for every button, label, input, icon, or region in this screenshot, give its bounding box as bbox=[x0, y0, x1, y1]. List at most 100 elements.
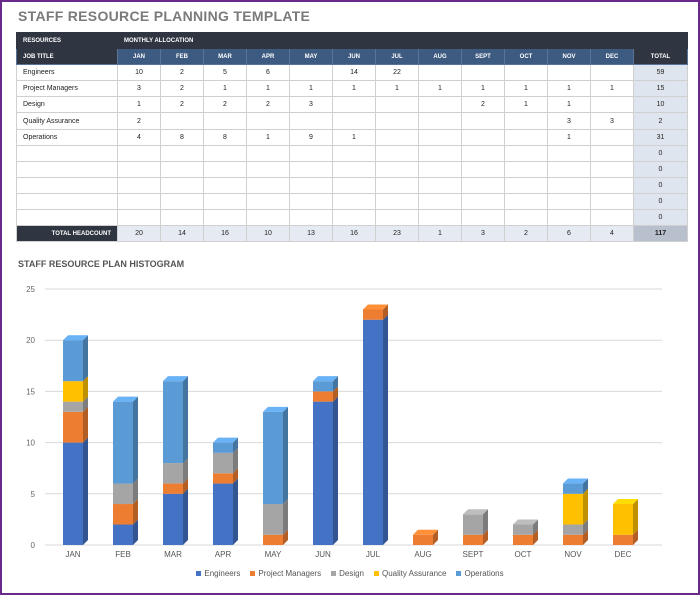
x-tick-label: NOV bbox=[564, 550, 582, 559]
bar-side bbox=[333, 386, 338, 402]
row-total-cell[interactable]: 31 bbox=[633, 128, 688, 146]
bar-segment bbox=[563, 493, 583, 525]
y-tick-label: 0 bbox=[31, 541, 36, 550]
y-tick-label: 10 bbox=[26, 439, 35, 448]
month-header[interactable]: APR bbox=[246, 48, 290, 66]
headcount-cell[interactable]: 20 bbox=[117, 225, 161, 243]
bar-side bbox=[233, 478, 238, 545]
month-header[interactable]: JAN bbox=[117, 48, 161, 66]
bar-top bbox=[63, 335, 88, 341]
grand-total-cell[interactable]: 117 bbox=[633, 225, 688, 243]
bar-side bbox=[83, 335, 88, 382]
bar-top bbox=[613, 499, 638, 505]
bar-side bbox=[283, 529, 288, 545]
bar-side bbox=[433, 529, 438, 545]
total-headcount-row: TOTAL HEADCOUNT 20 14 16 10 13 16 23 1 3 2 6 4 117 bbox=[16, 225, 688, 243]
row-total-cell[interactable]: 0 bbox=[633, 176, 688, 194]
bar-side bbox=[83, 437, 88, 545]
row-total-cell[interactable]: 0 bbox=[633, 160, 688, 178]
bar-segment bbox=[113, 504, 133, 525]
chart-legend: Engineers Project Managers Design Quality A… bbox=[0, 569, 700, 578]
bar-segment bbox=[213, 473, 233, 484]
bar-side bbox=[283, 499, 288, 535]
bar-top bbox=[563, 478, 588, 484]
headcount-cell[interactable]: 14 bbox=[160, 225, 204, 243]
row-total-cell[interactable]: 2 bbox=[633, 112, 688, 130]
bar-side bbox=[233, 468, 238, 484]
legend-label: Operations bbox=[464, 569, 504, 578]
y-tick-label: 25 bbox=[26, 285, 35, 294]
bar-segment bbox=[63, 381, 83, 402]
x-tick-label: FEB bbox=[115, 550, 131, 559]
chart-title: STAFF RESOURCE PLAN HISTOGRAM bbox=[18, 259, 185, 269]
bar-top bbox=[163, 376, 188, 382]
legend-label: Quality Assurance bbox=[382, 569, 447, 578]
month-header[interactable]: JUN bbox=[332, 48, 376, 66]
headcount-cell[interactable]: 4 bbox=[590, 225, 634, 243]
bar-side bbox=[133, 499, 138, 525]
month-header[interactable]: NOV bbox=[547, 48, 591, 66]
headcount-cell[interactable]: 23 bbox=[375, 225, 419, 243]
bar-side bbox=[633, 529, 638, 545]
legend-swatch bbox=[374, 571, 379, 577]
headcount-cell[interactable]: 2 bbox=[504, 225, 548, 243]
bar-side bbox=[533, 529, 538, 545]
bar-side bbox=[83, 396, 88, 412]
bar-segment bbox=[63, 442, 83, 545]
bar-segment bbox=[113, 401, 133, 484]
bar-side bbox=[283, 406, 288, 505]
table-row: Operations 4 8 8 1 9 1 1 31 bbox=[16, 128, 688, 146]
job-title-header[interactable]: JOB TITLE bbox=[16, 48, 118, 66]
bar-segment bbox=[213, 452, 233, 474]
month-header[interactable]: MAY bbox=[289, 48, 333, 66]
bar-side bbox=[183, 458, 188, 484]
headcount-cell[interactable]: 13 bbox=[289, 225, 333, 243]
bar-side bbox=[583, 519, 588, 535]
legend-item: Design bbox=[331, 569, 364, 578]
bar-segment bbox=[313, 381, 333, 392]
headcount-cell[interactable]: 16 bbox=[203, 225, 247, 243]
bar-segment bbox=[363, 309, 383, 320]
bar-top bbox=[313, 376, 338, 382]
bar-segment bbox=[213, 442, 233, 453]
page-title: STAFF RESOURCE PLANNING TEMPLATE bbox=[18, 8, 311, 24]
bar-segment bbox=[163, 463, 183, 484]
legend-label: Design bbox=[339, 569, 364, 578]
row-total-cell[interactable]: 15 bbox=[633, 80, 688, 98]
bar-segment bbox=[263, 504, 283, 535]
bar-segment bbox=[63, 401, 83, 412]
bar-side bbox=[383, 314, 388, 545]
bar-side bbox=[583, 488, 588, 525]
bar-side bbox=[483, 529, 488, 545]
bar-side bbox=[83, 376, 88, 402]
legend-item: Quality Assurance bbox=[374, 569, 446, 578]
bar-side bbox=[233, 447, 238, 474]
bar-segment bbox=[163, 493, 183, 545]
x-tick-label: AUG bbox=[414, 550, 431, 559]
x-tick-label: APR bbox=[215, 550, 232, 559]
bar-segment bbox=[363, 319, 383, 545]
month-header[interactable]: DEC bbox=[590, 48, 634, 66]
bar-segment bbox=[313, 401, 333, 545]
month-header[interactable]: AUG bbox=[418, 48, 462, 66]
headcount-cell[interactable]: 16 bbox=[332, 225, 376, 243]
headcount-cell[interactable]: 3 bbox=[461, 225, 505, 243]
row-total-cell[interactable]: 59 bbox=[633, 64, 688, 82]
bar-segment bbox=[163, 483, 183, 494]
bar-side bbox=[133, 519, 138, 545]
x-tick-label: JAN bbox=[65, 550, 80, 559]
total-headcount-label[interactable]: TOTAL HEADCOUNT bbox=[16, 225, 118, 243]
table-row: 0 bbox=[16, 176, 688, 194]
bar-segment bbox=[463, 514, 483, 535]
bar-side bbox=[333, 376, 338, 392]
headcount-cell[interactable]: 1 bbox=[418, 225, 462, 243]
month-header[interactable]: FEB bbox=[160, 48, 204, 66]
bar-side bbox=[383, 304, 388, 320]
legend-swatch bbox=[331, 571, 337, 577]
bar-top bbox=[363, 304, 388, 310]
headcount-cell[interactable]: 10 bbox=[246, 225, 290, 243]
legend-label: Project Managers bbox=[258, 569, 322, 578]
x-tick-label: DEC bbox=[615, 550, 632, 559]
bar-segment bbox=[613, 504, 633, 535]
bar-side bbox=[183, 488, 188, 545]
